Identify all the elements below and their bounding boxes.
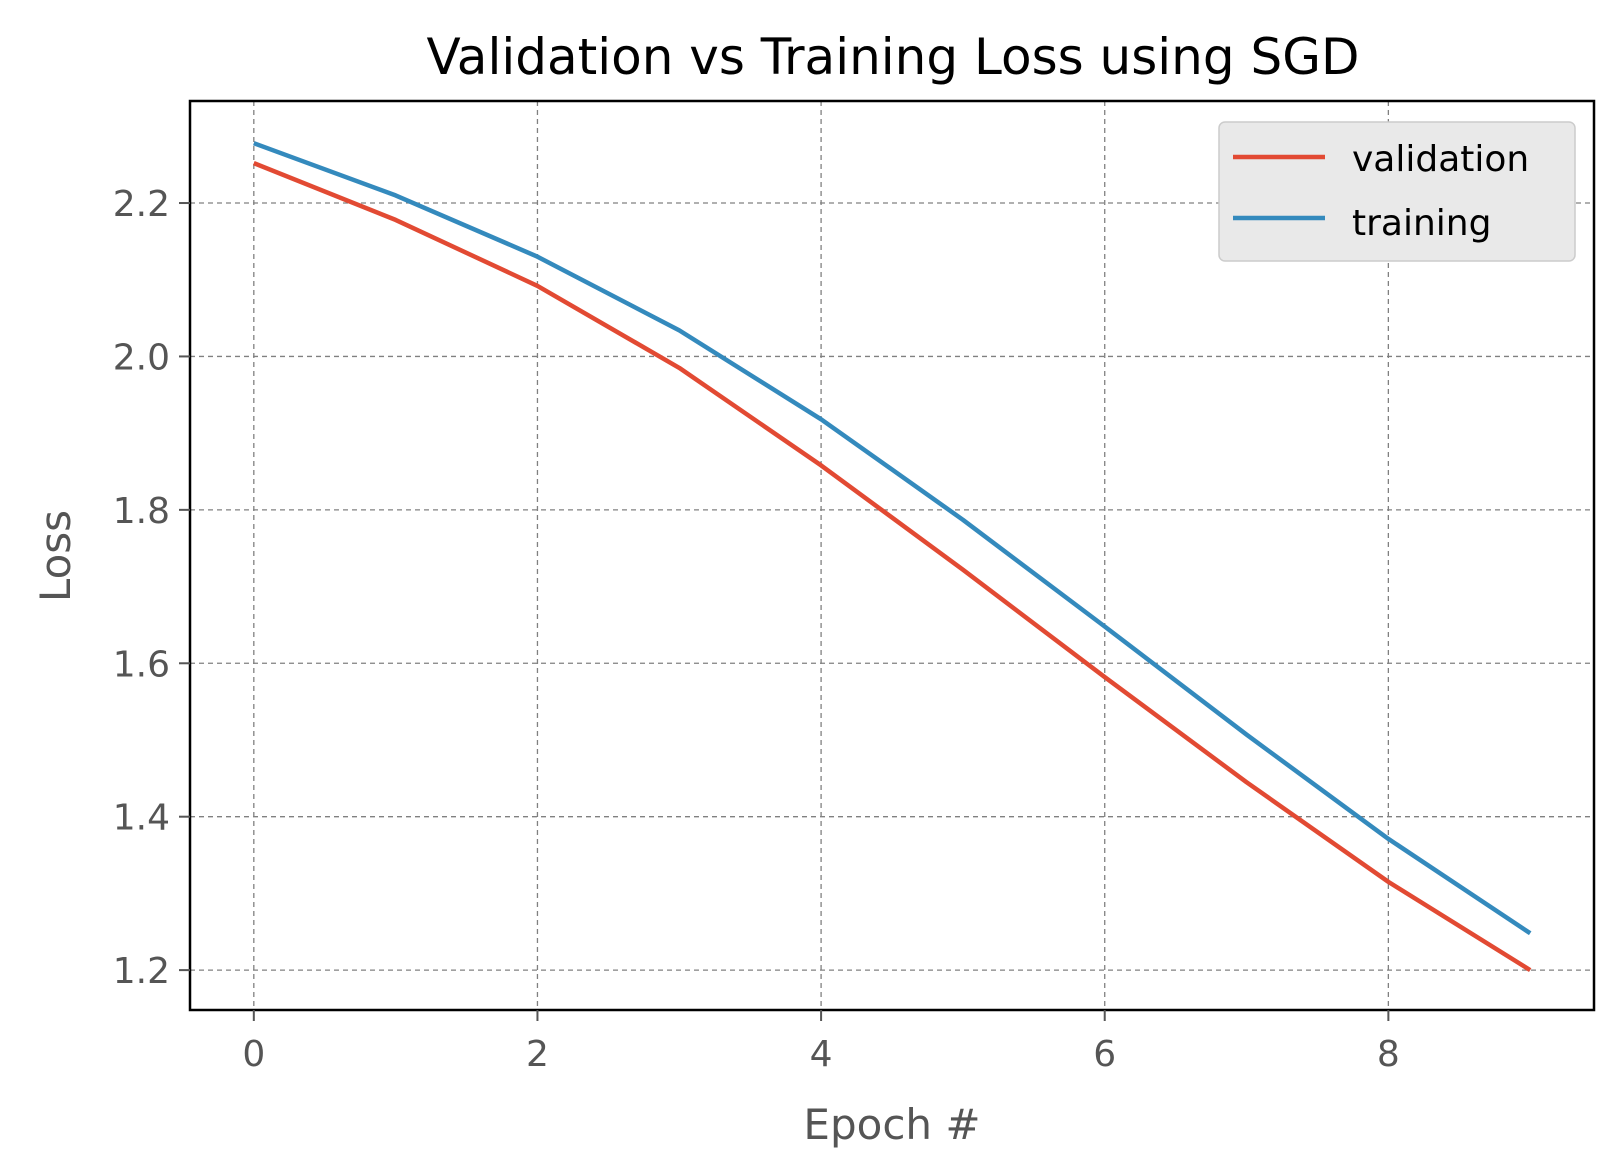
x-tick-label: 2 <box>526 1034 549 1075</box>
plot-frame <box>188 99 1596 1012</box>
y-tick-label: 1.4 <box>113 798 170 839</box>
y-tick-label: 2.0 <box>113 337 170 378</box>
series-layer <box>252 141 1532 973</box>
legend-label-training: training <box>1352 203 1491 244</box>
y-tick-label: 1.6 <box>113 644 170 685</box>
x-tick-label: 0 <box>242 1034 265 1075</box>
legend-label-validation: validation <box>1352 139 1529 180</box>
series-line-training <box>253 141 1532 936</box>
y-axis-label: Loss <box>31 510 80 602</box>
x-tick-label: 6 <box>1093 1034 1116 1075</box>
legend: validation training <box>1218 121 1576 262</box>
x-tick-label: 4 <box>810 1034 833 1075</box>
x-tick-label: 8 <box>1377 1034 1400 1075</box>
series-line-validation <box>252 161 1532 973</box>
chart-title: Validation vs Training Loss using SGD <box>426 28 1359 86</box>
y-tick-label: 1.2 <box>113 951 170 992</box>
ticks: 0 2 4 6 8 1.2 1.4 1.6 1.8 2.0 2.2 <box>113 184 1400 1075</box>
y-tick-label: 1.8 <box>113 491 170 532</box>
x-axis-label: Epoch # <box>803 1100 980 1149</box>
y-tick-label: 2.2 <box>113 184 170 225</box>
